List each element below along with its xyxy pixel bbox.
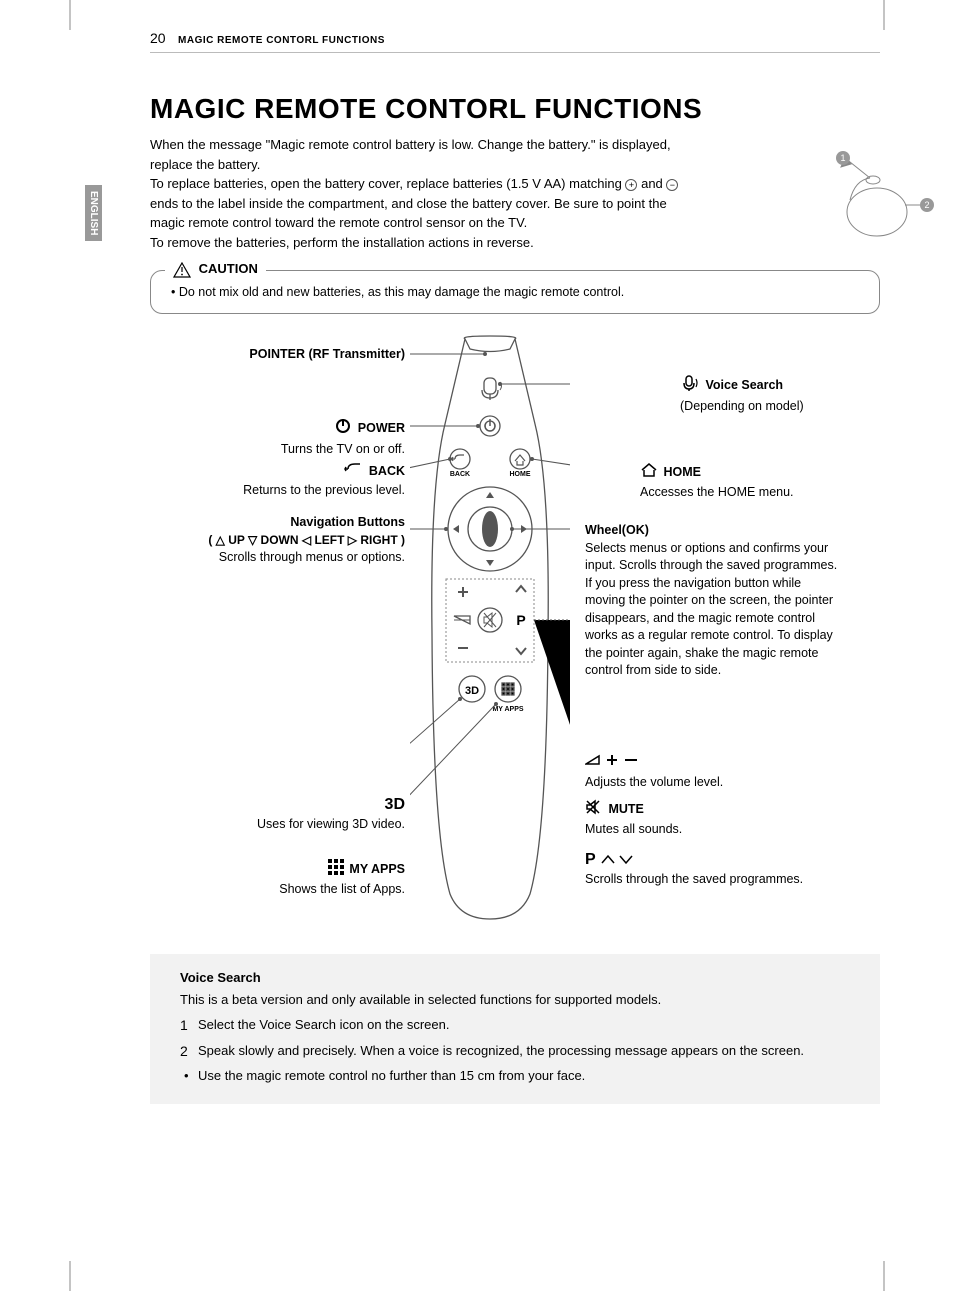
svg-text:3D: 3D	[465, 685, 479, 697]
label-power: POWER Turns the TV on or off.	[150, 417, 405, 458]
voice-step-1: 1Select the Voice Search icon on the scr…	[180, 1015, 862, 1035]
label-wheel: Wheel(OK) Selects menus or options and c…	[585, 522, 840, 680]
minus-icon: −	[666, 179, 678, 191]
remote-diagram: BACK HOME	[150, 334, 880, 944]
mute-icon	[585, 799, 603, 821]
page-header: 20 MAGIC REMOTE CONTORL FUNCTIONS	[150, 30, 880, 53]
intro-line1: When the message "Magic remote control b…	[150, 137, 671, 172]
intro-line3: To remove the batteries, perform the ins…	[150, 235, 534, 250]
battery-illustration: 1 2	[815, 150, 935, 250]
running-header: MAGIC REMOTE CONTORL FUNCTIONS	[178, 35, 385, 46]
label-voicesearch: Voice Search (Depending on model)	[680, 374, 890, 415]
label-3d: 3D Uses for viewing 3D video.	[150, 794, 405, 834]
svg-text:HOME: HOME	[510, 471, 531, 478]
svg-text:P: P	[516, 612, 525, 628]
page-number: 20	[150, 30, 166, 46]
label-nav: Navigation Buttons ( △ UP ▽ DOWN ◁ LEFT …	[150, 514, 405, 567]
remote-body: BACK HOME	[410, 334, 570, 924]
programme-icon: P	[585, 849, 634, 871]
page-content: 20 MAGIC REMOTE CONTORL FUNCTIONS MAGIC …	[80, 30, 880, 1104]
home-icon	[640, 462, 658, 484]
page-title: MAGIC REMOTE CONTORL FUNCTIONS	[150, 93, 880, 125]
voice-search-box: Voice Search This is a beta version and …	[150, 954, 880, 1104]
caution-label: CAUTION	[165, 261, 266, 278]
back-icon	[343, 462, 363, 482]
warning-icon	[173, 262, 191, 278]
label-programme: P Scrolls through the saved programmes.	[585, 849, 805, 889]
svg-text:2: 2	[924, 200, 929, 210]
voice-bullet: Use the magic remote control no further …	[180, 1066, 862, 1086]
voice-title: Voice Search	[180, 968, 862, 988]
caution-text: • Do not mix old and new batteries, as t…	[171, 285, 859, 299]
label-home: HOME Accesses the HOME menu.	[640, 462, 850, 501]
svg-text:MY APPS: MY APPS	[492, 706, 523, 713]
label-mute: MUTE Mutes all sounds.	[585, 799, 805, 838]
caution-box: CAUTION • Do not mix old and new batteri…	[150, 270, 880, 314]
label-myapps: MY APPS Shows the list of Apps.	[150, 859, 405, 898]
label-volume: Adjusts the volume level.	[585, 752, 805, 791]
voice-icon	[680, 374, 700, 398]
power-icon	[334, 417, 352, 441]
voice-step-2: 2Speak slowly and precisely. When a voic…	[180, 1041, 862, 1061]
threeD-icon: 3D	[385, 796, 405, 813]
svg-text:1: 1	[840, 153, 845, 163]
intro-line2a: To replace batteries, open the battery c…	[150, 176, 625, 191]
intro-line2c: ends to the label inside the compartment…	[150, 196, 667, 231]
svg-text:BACK: BACK	[450, 471, 470, 478]
intro-text: When the message "Magic remote control b…	[150, 135, 690, 252]
caution-label-text: CAUTION	[199, 261, 258, 276]
plus-icon: +	[625, 179, 637, 191]
label-back: BACK Returns to the previous level.	[150, 462, 405, 499]
voice-intro: This is a beta version and only availabl…	[180, 990, 862, 1010]
volume-icon	[585, 752, 639, 774]
label-pointer: POINTER (RF Transmitter)	[150, 346, 405, 364]
intro-line2b: and	[637, 176, 666, 191]
myapps-icon	[328, 859, 344, 881]
